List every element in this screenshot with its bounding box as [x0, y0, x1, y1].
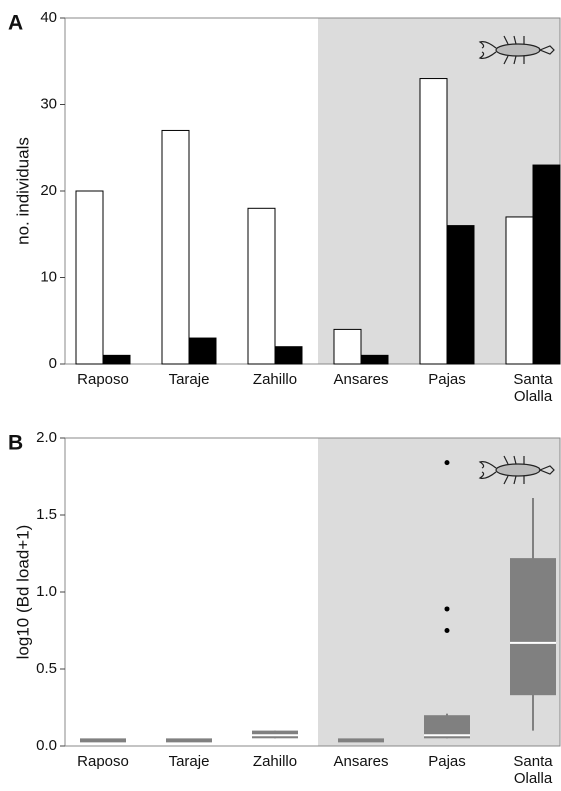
y-tick-label: 0 — [49, 355, 57, 372]
x-tick-label: Zahillo — [253, 371, 297, 388]
x-tick-label: Ansares — [333, 753, 388, 770]
crayfish-body — [496, 44, 540, 56]
y-axis-label: no. individuals — [13, 137, 32, 245]
bar — [103, 355, 130, 364]
panel-label: B — [8, 432, 23, 455]
panel-label: A — [8, 12, 23, 35]
y-tick-label: 2.0 — [36, 429, 57, 446]
outlier — [445, 460, 450, 465]
y-tick-label: 30 — [40, 95, 57, 112]
y-tick-label: 1.5 — [36, 506, 57, 523]
bar — [420, 79, 447, 364]
bar — [162, 130, 189, 364]
x-tick-label: Taraje — [169, 371, 210, 388]
y-tick-label: 1.0 — [36, 583, 57, 600]
box — [510, 558, 556, 695]
x-tick-label: Pajas — [428, 371, 466, 388]
x-tick-label: Raposo — [77, 371, 129, 388]
crayfish-body — [496, 464, 540, 476]
x-tick-label: Taraje — [169, 753, 210, 770]
outlier — [445, 628, 450, 633]
figure: Ano. individuals 0 10 20 30 40 Raposo Taraje Zah… — [0, 0, 561, 791]
bar — [361, 355, 388, 364]
bar — [334, 329, 361, 364]
bar — [447, 226, 474, 364]
bar — [506, 217, 533, 364]
y-tick-label: 20 — [40, 182, 57, 199]
y-tick-label: 10 — [40, 268, 57, 285]
y-tick-label: 0.0 — [36, 737, 57, 754]
bar — [76, 191, 103, 364]
bar — [248, 208, 275, 364]
y-axis-label: log10 (Bd load+1) — [13, 525, 32, 660]
y-tick-label: 40 — [40, 9, 57, 26]
x-tick-label: Pajas — [428, 753, 466, 770]
x-tick-label: Ansares — [333, 371, 388, 388]
y-tick-label: 0.5 — [36, 660, 57, 677]
bar — [189, 338, 216, 364]
outlier — [445, 606, 450, 611]
bar — [275, 347, 302, 364]
x-tick-label: Raposo — [77, 753, 129, 770]
x-tick-label: Zahillo — [253, 753, 297, 770]
bar — [533, 165, 560, 364]
